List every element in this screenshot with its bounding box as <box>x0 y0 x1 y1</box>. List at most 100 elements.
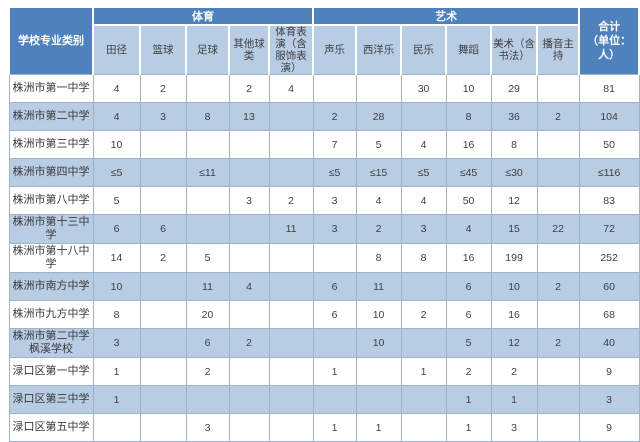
value-cell: 13 <box>228 102 270 131</box>
value-cell: 8 <box>355 243 402 273</box>
table-row: 渌口区第五中学 3 1 1 1 3 9 <box>8 413 640 442</box>
school-name-cell: 渌口区第五中学 <box>8 413 94 442</box>
value-cell: 4 <box>92 102 141 131</box>
value-cell <box>185 130 230 159</box>
value-cell <box>268 300 314 329</box>
table-row: 株洲市南方中学 10 11 4 6 11 6 10 2 60 <box>8 272 640 301</box>
value-cell: 8 <box>445 102 492 131</box>
value-cell: 11 <box>185 272 230 301</box>
column-header: 民乐 <box>400 24 448 75</box>
value-cell: 6 <box>185 328 230 358</box>
value-cell <box>312 74 357 103</box>
value-cell: 4 <box>355 186 402 215</box>
value-cell <box>268 243 314 273</box>
school-name-cell: 株洲市九方中学 <box>8 300 94 329</box>
table-row: 株洲市第二中学枫溪学校 3 6 2 10 5 12 2 40 <box>8 328 640 358</box>
value-cell <box>268 328 314 358</box>
value-cell <box>228 300 270 329</box>
value-cell: 6 <box>445 300 492 329</box>
value-cell <box>400 102 447 131</box>
value-cell <box>185 385 230 414</box>
value-cell: 36 <box>490 102 538 131</box>
value-cell <box>400 328 447 358</box>
column-header: 播音主持 <box>536 24 581 75</box>
value-cell <box>268 158 314 187</box>
value-cell <box>185 74 230 103</box>
table-body: 株洲市第一中学 4 2 2 4 30 10 29 81 株洲市第二中学 4 3 8 13 2 28 8 36 2 10… <box>8 74 640 442</box>
value-cell <box>400 413 447 442</box>
total-cell: 3 <box>578 385 640 414</box>
value-cell <box>355 74 402 103</box>
value-cell <box>228 243 270 273</box>
value-cell: 1 <box>400 357 447 386</box>
value-cell <box>268 357 314 386</box>
column-header: 田径 <box>92 24 141 75</box>
value-cell <box>139 385 187 414</box>
value-cell: 3 <box>312 214 357 244</box>
table-row: 渌口区第三中学 1 1 1 3 <box>8 385 640 414</box>
table-row: 株洲市第四中学 ≤5 ≤11 ≤5 ≤15 ≤5 ≤45 ≤30 ≤116 <box>8 158 640 187</box>
value-cell: 6 <box>312 272 357 301</box>
value-cell <box>536 243 580 273</box>
value-cell: 2 <box>445 357 492 386</box>
value-cell: 3 <box>185 413 230 442</box>
total-header-line1: 合计 <box>598 21 621 33</box>
value-cell: 3 <box>312 186 357 215</box>
value-cell: 8 <box>400 243 447 273</box>
value-cell <box>139 328 187 358</box>
value-cell: 3 <box>228 186 270 215</box>
value-cell: 1 <box>92 385 141 414</box>
value-cell: 2 <box>228 328 270 358</box>
total-cell: 252 <box>578 243 640 273</box>
value-cell: 28 <box>355 102 402 131</box>
value-cell <box>355 385 402 414</box>
value-cell <box>536 413 580 442</box>
value-cell: ≤45 <box>445 158 492 187</box>
total-cell: 60 <box>578 272 640 301</box>
total-cell: 81 <box>578 74 640 103</box>
total-cell: 40 <box>578 328 640 358</box>
value-cell <box>139 186 187 215</box>
value-cell: 6 <box>139 214 187 244</box>
value-cell: 2 <box>268 186 314 215</box>
value-cell: 16 <box>445 243 492 273</box>
school-name-cell: 株洲市第四中学 <box>8 158 94 187</box>
value-cell: 1 <box>445 413 492 442</box>
value-cell: 16 <box>490 300 538 329</box>
value-cell: 11 <box>268 214 314 244</box>
value-cell: 5 <box>445 328 492 358</box>
value-cell: 1 <box>92 357 141 386</box>
column-header: 美术（含书法） <box>490 24 539 75</box>
value-cell <box>536 385 580 414</box>
corner-header-school-category: 学校专业类别 <box>8 6 94 75</box>
value-cell: 3 <box>490 413 538 442</box>
column-header: 其他球类 <box>228 24 270 75</box>
school-quota-table: 学校专业类别 体育 艺术 合计 （单位：人） 田径 篮球 足球 其他球类 体育表演（含服饰… <box>8 6 640 442</box>
total-cell: 9 <box>578 413 640 442</box>
value-cell <box>228 413 270 442</box>
school-name-cell: 株洲市第十三中学 <box>8 214 94 244</box>
value-cell <box>92 413 141 442</box>
value-cell: 2 <box>355 214 402 244</box>
school-name-cell: 株洲市第二中学 <box>8 102 94 131</box>
value-cell: 2 <box>490 357 538 386</box>
value-cell: 5 <box>355 130 402 159</box>
value-cell <box>268 272 314 301</box>
value-cell <box>536 74 580 103</box>
school-name-cell: 株洲市第一中学 <box>8 74 94 103</box>
total-cell: 9 <box>578 357 640 386</box>
value-cell <box>268 413 314 442</box>
value-cell: 12 <box>490 186 538 215</box>
value-cell: 3 <box>400 214 447 244</box>
value-cell: ≤5 <box>92 158 141 187</box>
value-cell <box>400 385 447 414</box>
value-cell <box>536 186 580 215</box>
column-header: 声乐 <box>312 24 358 75</box>
school-name-cell: 株洲市第八中学 <box>8 186 94 215</box>
value-cell: 1 <box>312 357 357 386</box>
value-cell: 6 <box>445 272 492 301</box>
value-cell <box>228 385 270 414</box>
value-cell: 7 <box>312 130 357 159</box>
value-cell <box>536 300 580 329</box>
value-cell: 10 <box>92 272 141 301</box>
